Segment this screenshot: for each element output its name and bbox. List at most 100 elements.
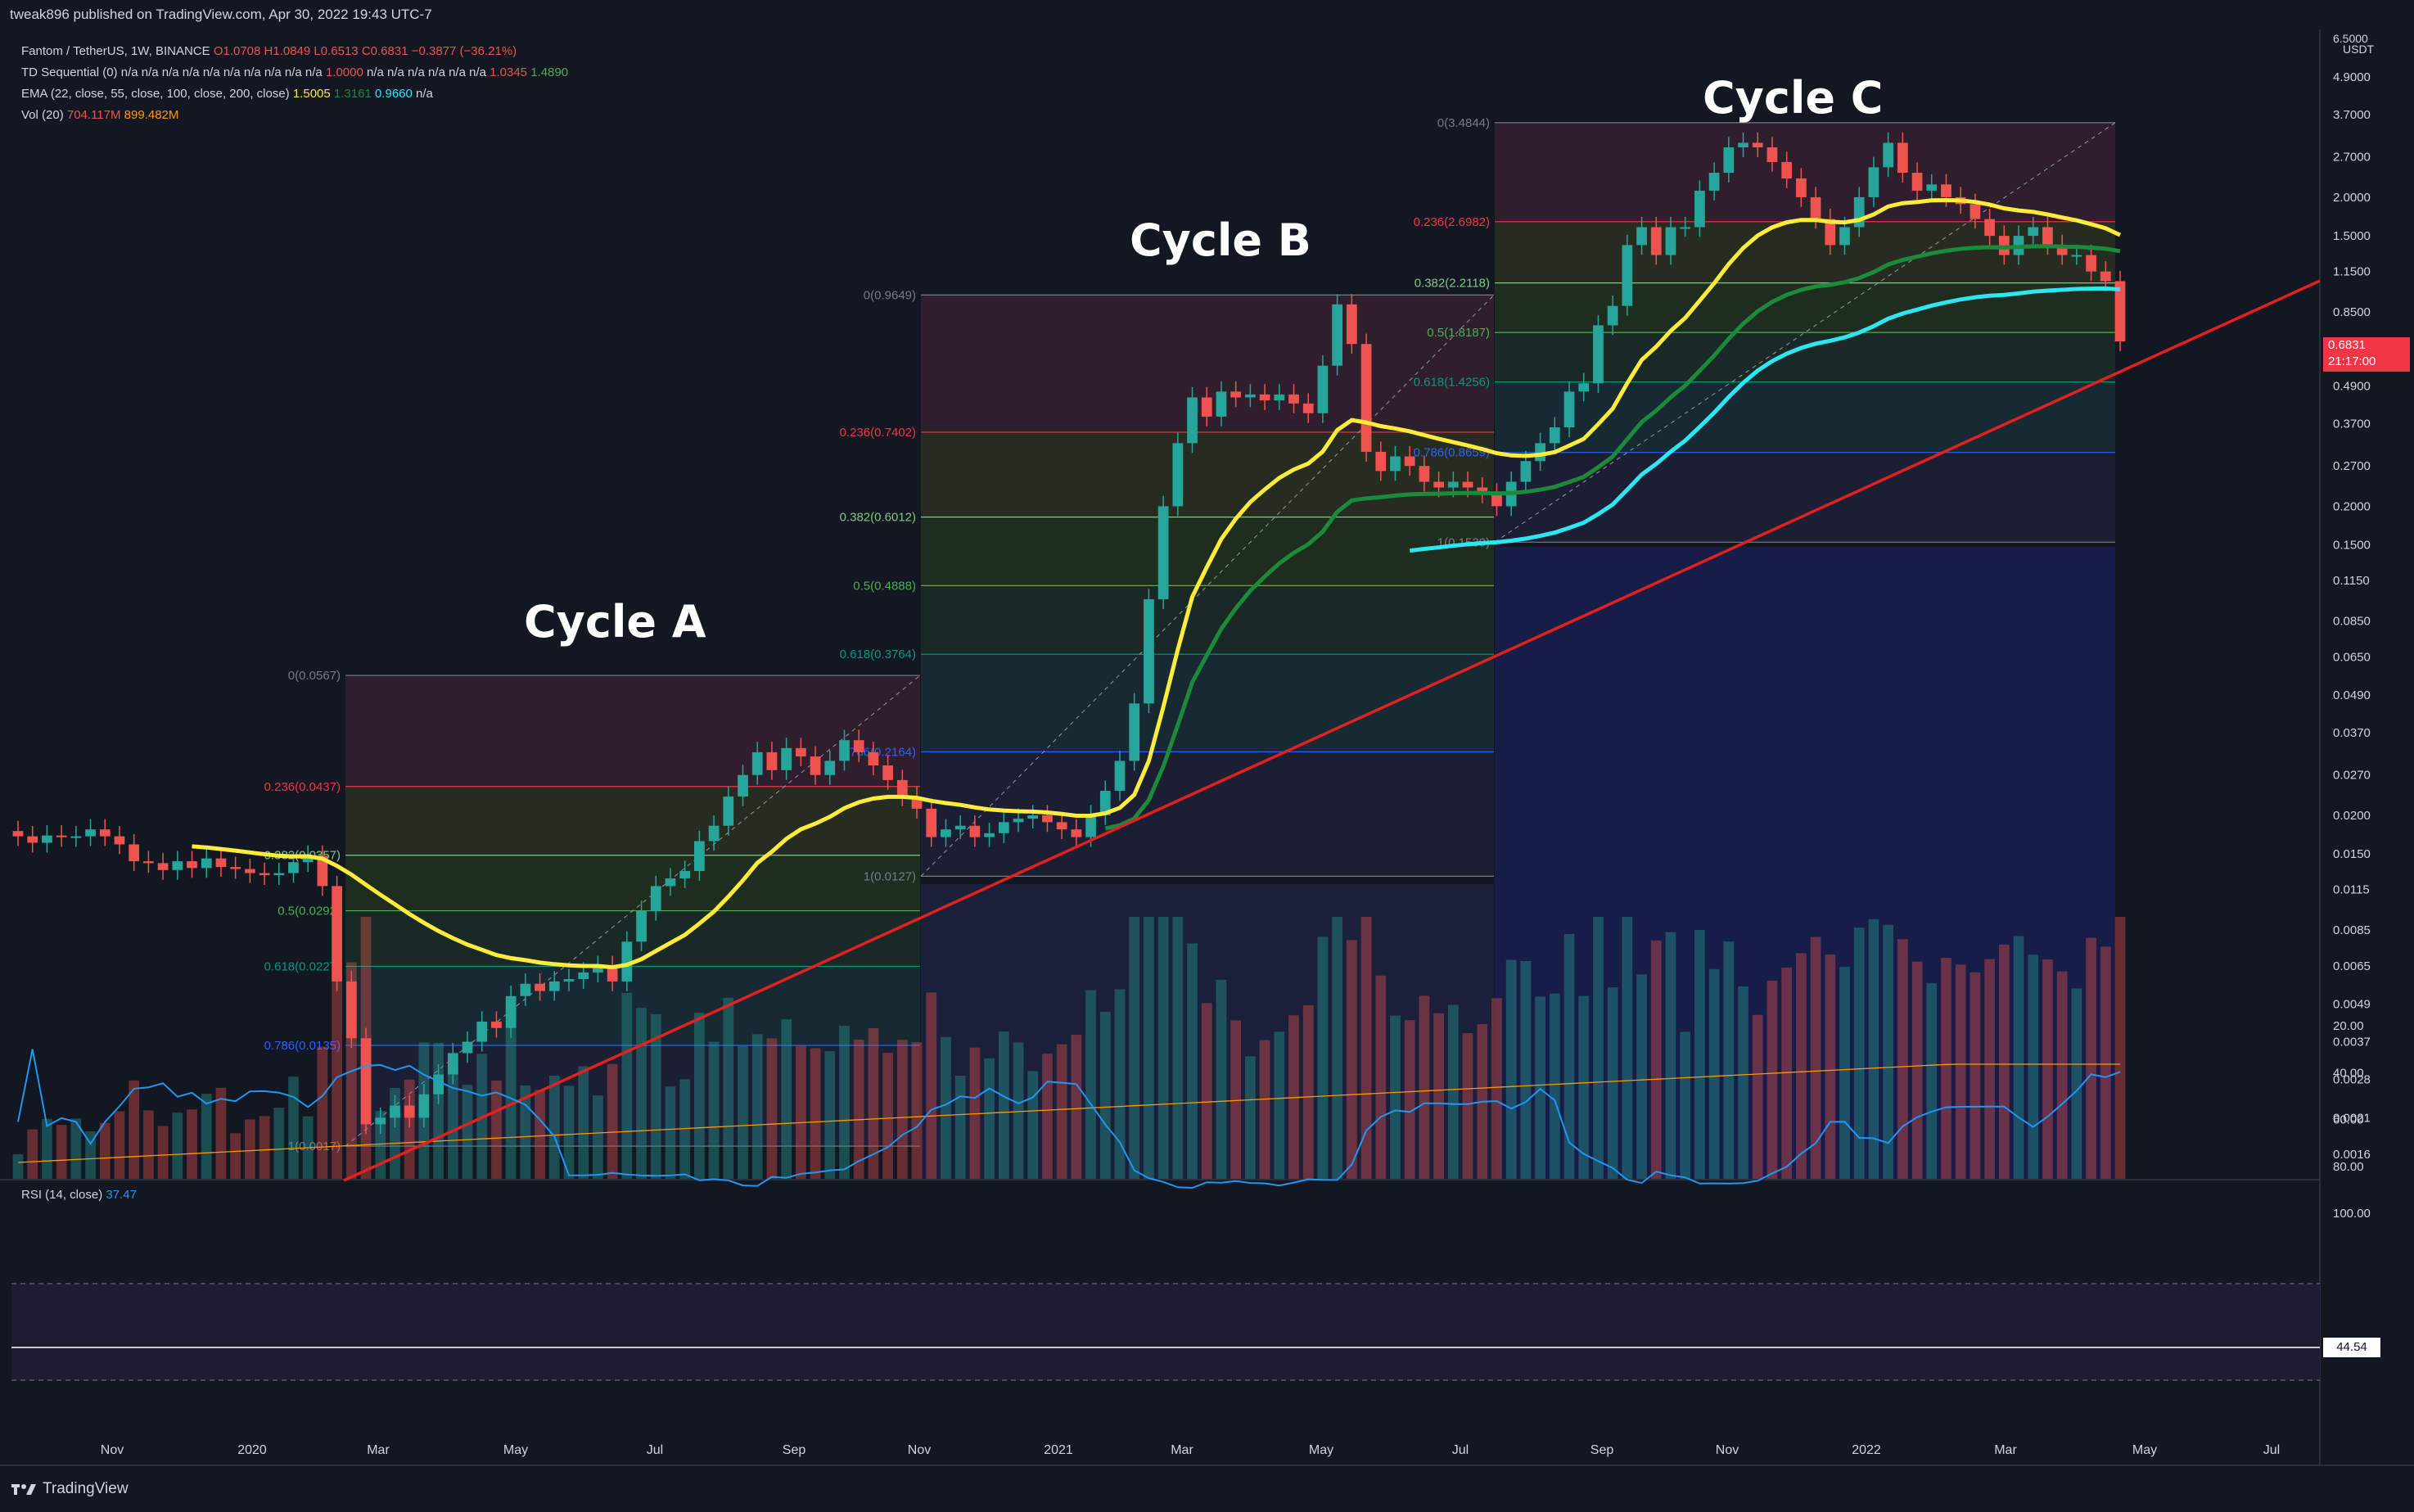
candle-body	[172, 861, 183, 870]
price-axis[interactable]: 6.5000 4.9000 3.7000 2.7000 2.0000 1.5000 1.15…	[2333, 32, 2371, 1162]
volume-bar	[1752, 1014, 1763, 1179]
candle-body	[738, 774, 748, 797]
volume-bar	[1129, 917, 1140, 1179]
td-label[interactable]: TD Sequential (0)	[21, 65, 118, 79]
candle-body	[1390, 456, 1401, 472]
candle-body	[1868, 167, 1879, 197]
ohlc-low: L0.6513	[314, 44, 359, 58]
candle-body	[926, 808, 937, 837]
last-price: 0.6831	[2328, 338, 2366, 352]
price-tick-label: 0.0650	[2333, 651, 2371, 665]
candle-body	[665, 878, 676, 887]
volume-bar	[636, 1008, 647, 1179]
price-tick-label: 0.0270	[2333, 769, 2371, 783]
candle-body	[491, 1021, 502, 1028]
fib-level-label: 1(0.0017)	[288, 1140, 341, 1153]
rsi-axis[interactable]: 100.00 80.00 60.00 40.00 20.00	[2333, 1019, 2371, 1221]
candle-body	[723, 797, 734, 826]
volume-zone-b	[921, 884, 1494, 1179]
fib-zone	[1495, 221, 2115, 283]
volume-bar	[1535, 996, 1545, 1179]
volume-bar	[1505, 959, 1517, 1179]
volume-bar	[1274, 1031, 1285, 1179]
fib-zone	[345, 855, 920, 911]
volume-bar	[1360, 917, 1372, 1179]
brand-name: TradingView	[43, 1480, 129, 1497]
cycle-c-label[interactable]: Cycle C	[1703, 72, 1883, 124]
candle-body	[404, 1105, 415, 1118]
candle-body	[941, 829, 951, 837]
fib-retracement-cycle-a[interactable]: 0(0.0567)0.236(0.0437)0.382(0.0357)0.5(0…	[264, 669, 921, 1153]
fib-level-label: 0.5(0.4888)	[853, 579, 916, 593]
volume-row[interactable]: Vol (20) 704.117M 899.482M	[21, 105, 568, 126]
volume-bar	[868, 1027, 879, 1179]
candle-body	[954, 825, 966, 830]
candle-body	[679, 871, 691, 878]
td-row[interactable]: TD Sequential (0) n/a n/a n/a n/a n/a n/…	[21, 62, 568, 83]
candle-body	[1157, 506, 1169, 600]
candle-body	[1563, 391, 1575, 428]
volume-bar	[998, 1031, 1009, 1179]
candle-body	[694, 841, 705, 872]
volume-label[interactable]: Vol (20)	[21, 108, 64, 122]
price-tick-label: 3.7000	[2333, 108, 2371, 122]
time-axis[interactable]: Nov 2020 Mar May Jul Sep Nov 2021 Mar May Jul Sep No…	[101, 1443, 2280, 1457]
rsi-label[interactable]: RSI (14, close)	[21, 1188, 103, 1202]
candle-body	[288, 862, 299, 873]
volume-bar	[114, 1111, 125, 1179]
candle-body	[1911, 173, 1923, 191]
cycle-b-label[interactable]: Cycle B	[1130, 214, 1311, 266]
candle-body	[1085, 815, 1096, 837]
volume-bar	[1694, 929, 1705, 1179]
volume-bar	[1853, 928, 1865, 1179]
fib-retracement-cycle-b[interactable]: 0(0.9649) 0.236(0.7402) 0.382(0.6012) 0.5(0…	[840, 288, 1495, 883]
volume-bar	[491, 1081, 502, 1179]
tradingview-brand[interactable]: TradingView	[11, 1480, 129, 1498]
candle-body	[1984, 219, 1995, 237]
symbol-row[interactable]: Fantom / TetherUS, 1W, BINANCE O1.0708 H…	[21, 41, 568, 62]
ema-row[interactable]: EMA (22, close, 55, close, 100, close, 2…	[21, 83, 568, 105]
volume-bar	[1317, 937, 1329, 1179]
candle-body	[839, 740, 850, 761]
candle-body	[1274, 394, 1285, 401]
candle-body	[1042, 815, 1053, 823]
volume-bar	[1723, 941, 1735, 1179]
candle-body	[969, 825, 981, 837]
price-tick-label: 0.0049	[2333, 998, 2371, 1012]
volume-bar	[1680, 1031, 1691, 1179]
candle-body	[1853, 196, 1865, 228]
fib-retracement-cycle-c[interactable]: 0(3.4844) 0.236(2.6982) 0.382(2.2118) 0.5(1…	[1414, 116, 2116, 549]
volume-bar	[201, 1094, 212, 1179]
candle-body	[1549, 427, 1560, 444]
volume-bar	[520, 1085, 531, 1179]
volume-bar	[215, 1087, 227, 1179]
volume-bar	[1825, 954, 1836, 1179]
volume-bar	[738, 1045, 748, 1179]
candle-body	[1419, 466, 1430, 482]
cycle-a-label[interactable]: Cycle A	[524, 596, 706, 648]
candle-body	[1477, 487, 1488, 494]
candle-body	[230, 867, 241, 869]
volume-bar	[1172, 917, 1184, 1179]
volume-bar	[1795, 953, 1807, 1179]
symbol-name[interactable]: Fantom / TetherUS, 1W, BINANCE	[21, 44, 210, 58]
volume-bars	[12, 917, 2126, 1179]
price-tick-label: 0.0028	[2333, 1072, 2371, 1086]
rsi-legend[interactable]: RSI (14, close) 37.47	[21, 1188, 137, 1202]
volume-bar	[447, 1067, 458, 1179]
volume-bar	[896, 1040, 908, 1179]
ema-label[interactable]: EMA (22, close, 55, close, 100, close, 2…	[21, 87, 290, 101]
volume-bar	[2086, 937, 2096, 1179]
candle-body	[1230, 391, 1242, 398]
candle-body	[418, 1094, 430, 1118]
candle-body	[751, 751, 763, 775]
volume-bar	[1013, 1042, 1024, 1179]
td-na: n/a n/a n/a n/a n/a n/a n/a n/a n/a n/a	[120, 65, 323, 79]
volume-bar	[563, 1085, 575, 1179]
price-tick-label: 2.7000	[2333, 151, 2371, 165]
volume-bar	[273, 1108, 285, 1179]
trend-line[interactable]	[343, 279, 2321, 1182]
candle-body	[99, 829, 111, 837]
candle-body	[824, 761, 836, 775]
